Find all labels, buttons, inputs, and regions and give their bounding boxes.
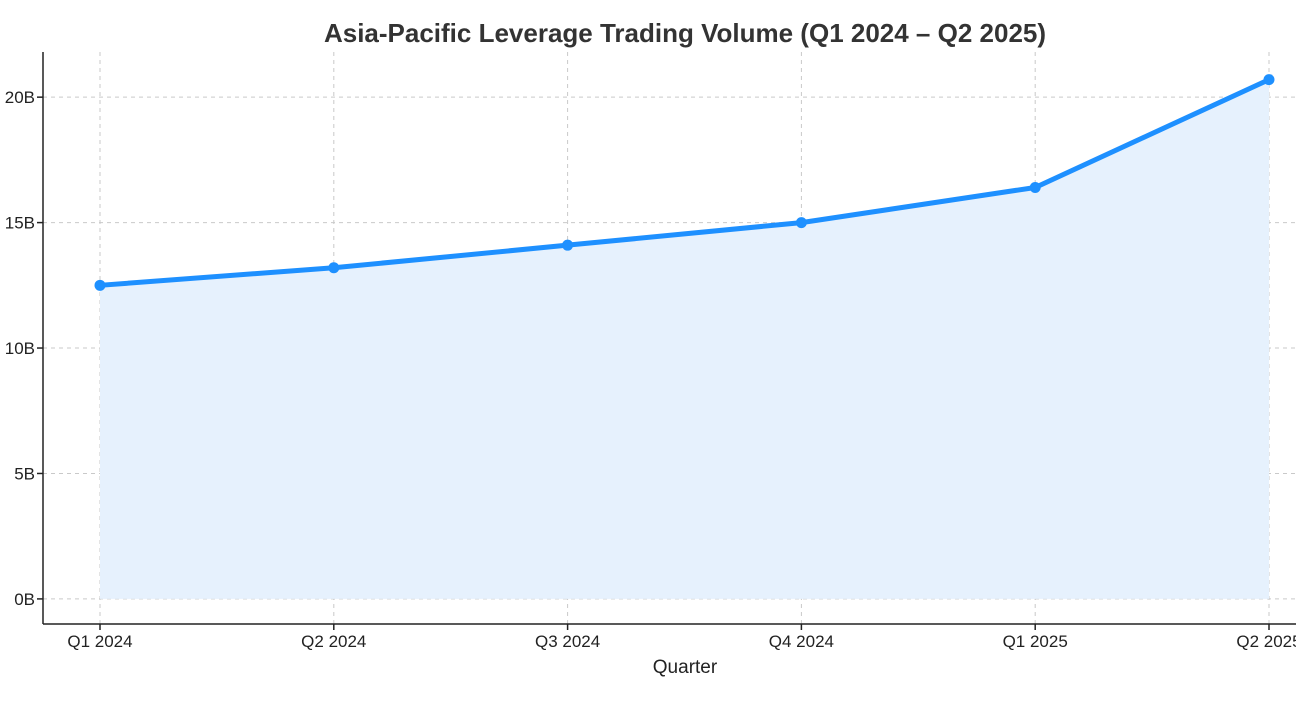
y-tick-label: 0B: [14, 590, 35, 609]
point-layer: [94, 74, 1275, 291]
x-tick-label: Q1 2025: [1003, 632, 1068, 651]
series-line: [97, 77, 1272, 288]
data-point: [1029, 181, 1041, 193]
y-tick-label: 5B: [14, 464, 35, 483]
y-tick-label: 10B: [5, 339, 35, 358]
data-point: [1263, 74, 1275, 86]
data-point: [795, 217, 807, 229]
chart-title: Asia-Pacific Leverage Trading Volume (Q1…: [324, 18, 1046, 48]
x-tick-label: Q2 2024: [301, 632, 366, 651]
x-tick-label: Q4 2024: [769, 632, 834, 651]
data-point: [562, 239, 574, 251]
series-area-fill: [100, 79, 1269, 599]
y-tick-label: 20B: [5, 88, 35, 107]
tick-layer: 0B 5B 10B 15B 20B Q1 2024 Q2 2024 Q3 2024 Q4 202…: [5, 88, 1296, 651]
y-tick-label: 15B: [5, 214, 35, 233]
axis-layer: [37, 52, 1296, 630]
data-point: [94, 279, 106, 291]
x-tick-label: Q1 2024: [67, 632, 132, 651]
x-tick-label: Q2 2025: [1236, 632, 1296, 651]
area-layer: [100, 79, 1269, 599]
data-point: [328, 262, 340, 274]
x-tick-label: Q3 2024: [535, 632, 600, 651]
x-axis-label: Quarter: [653, 657, 718, 678]
line-layer: [97, 77, 1272, 288]
